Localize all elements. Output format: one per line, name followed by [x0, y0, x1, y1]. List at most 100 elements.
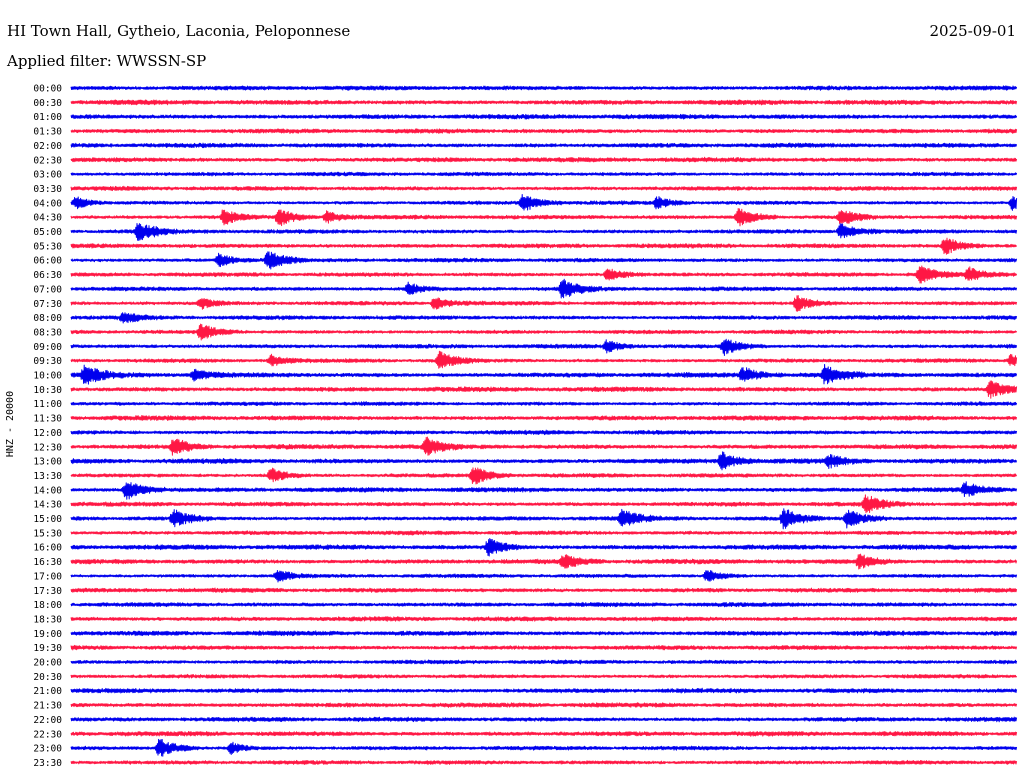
time-tick-label: 08:30 — [33, 327, 62, 338]
trace-line-0000 — [70, 85, 1018, 91]
trace-line-2300 — [70, 738, 1018, 757]
trace-lines — [70, 85, 1018, 766]
station-title: HI Town Hall, Gytheio, Laconia, Peloponn… — [7, 22, 351, 40]
time-tick-label: 15:30 — [33, 528, 62, 539]
trace-line-2130 — [70, 702, 1018, 708]
trace-line-1130 — [70, 415, 1018, 421]
time-tick-label: 23:00 — [33, 744, 62, 755]
time-tick-label: 20:30 — [33, 672, 62, 683]
time-tick-label: 19:30 — [33, 643, 62, 654]
time-tick-label: 23:30 — [33, 758, 62, 769]
trace-line-0730 — [70, 295, 1018, 312]
time-tick-label: 04:30 — [33, 213, 62, 224]
trace-line-2330 — [70, 759, 1018, 766]
time-tick-label: 03:00 — [33, 170, 62, 181]
time-tick-label: 13:00 — [33, 457, 62, 468]
time-tick-label: 18:00 — [33, 600, 62, 611]
time-tick-label: 05:00 — [33, 227, 62, 238]
time-tick-label: 16:30 — [33, 557, 62, 568]
time-tick-label: 06:30 — [33, 270, 62, 281]
trace-line-0130 — [70, 128, 1018, 134]
time-tick-label: 07:00 — [33, 284, 62, 295]
trace-line-0100 — [70, 113, 1018, 120]
time-tick-label: 20:00 — [33, 658, 62, 669]
time-tick-label: 12:00 — [33, 428, 62, 439]
time-tick-label: 18:30 — [33, 614, 62, 625]
trace-line-1030 — [70, 380, 1018, 399]
time-tick-label: 05:30 — [33, 241, 62, 252]
trace-line-1100 — [70, 401, 1018, 407]
trace-line-0300 — [70, 171, 1018, 177]
trace-line-0330 — [70, 185, 1018, 192]
trace-line-2000 — [70, 659, 1018, 665]
time-tick-label: 01:30 — [33, 127, 62, 138]
time-tick-label: 10:30 — [33, 385, 62, 396]
time-tick-label: 22:30 — [33, 729, 62, 740]
trace-line-0530 — [70, 237, 1018, 255]
trace-line-0700 — [70, 278, 1018, 299]
trace-line-1730 — [70, 587, 1018, 594]
filter-prefix: Applied filter: — [7, 52, 112, 70]
time-tick-label: 01:00 — [33, 112, 62, 123]
time-tick-label: 16:00 — [33, 543, 62, 554]
trace-line-0400 — [70, 194, 1018, 211]
time-tick-label: 10:00 — [33, 371, 62, 382]
trace-line-0630 — [70, 265, 1018, 284]
time-tick-label: 14:00 — [33, 485, 62, 496]
time-tick-label: 21:30 — [33, 701, 62, 712]
time-tick-label: 11:00 — [33, 399, 62, 410]
trace-line-1830 — [70, 616, 1018, 622]
trace-line-1300 — [70, 451, 1018, 471]
trace-line-1430 — [70, 494, 1018, 514]
trace-line-2100 — [70, 687, 1018, 694]
trace-line-1230 — [70, 436, 1018, 456]
trace-line-2030 — [70, 673, 1018, 679]
trace-line-1600 — [70, 538, 1018, 557]
time-tick-label: 02:00 — [33, 141, 62, 152]
time-tick-label: 07:30 — [33, 299, 62, 310]
filter-name: WWSSN-SP — [116, 52, 207, 70]
time-tick-label: 06:00 — [33, 256, 62, 267]
trace-line-1530 — [70, 530, 1018, 536]
time-tick-label: 09:00 — [33, 342, 62, 353]
time-tick-label: 00:30 — [33, 98, 62, 109]
trace-line-1900 — [70, 630, 1018, 637]
time-tick-label: 17:00 — [33, 571, 62, 582]
time-tick-label: 04:00 — [33, 198, 62, 209]
trace-line-0830 — [70, 323, 1018, 341]
time-tick-label: 14:30 — [33, 500, 62, 511]
time-tick-label: 17:30 — [33, 586, 62, 597]
time-tick-label: 08:00 — [33, 313, 62, 324]
trace-line-1330 — [70, 467, 1018, 485]
time-tick-label: 09:30 — [33, 356, 62, 367]
time-tick-label: 22:00 — [33, 715, 62, 726]
tick-labels: 00:00 00:30 01:00 01:30 02:00 02:30 03:00 03:30… — [33, 84, 62, 769]
time-tick-label: 12:30 — [33, 442, 62, 453]
trace-line-0030 — [70, 99, 1018, 106]
trace-line-1630 — [70, 553, 1018, 570]
trace-line-0500 — [70, 223, 1018, 241]
trace-line-1500 — [70, 508, 1018, 530]
time-tick-label: 13:30 — [33, 471, 62, 482]
time-tick-label: 00:00 — [33, 84, 62, 95]
date-label: 2025-09-01 — [929, 22, 1016, 40]
trace-line-0900 — [70, 338, 1018, 356]
time-tick-label: 03:30 — [33, 184, 62, 195]
trace-line-0430 — [70, 207, 1018, 227]
trace-line-2200 — [70, 716, 1018, 723]
trace-line-1930 — [70, 644, 1018, 651]
trace-line-0200 — [70, 142, 1018, 149]
time-tick-label: 19:00 — [33, 629, 62, 640]
trace-line-1700 — [70, 570, 1018, 583]
trace-line-0800 — [70, 312, 1018, 324]
time-tick-label: 15:00 — [33, 514, 62, 525]
trace-line-0930 — [70, 350, 1018, 369]
trace-line-1800 — [70, 601, 1018, 608]
time-tick-label: 02:30 — [33, 155, 62, 166]
time-tick-label: 21:00 — [33, 686, 62, 697]
trace-line-1000 — [70, 363, 1018, 385]
trace-line-0600 — [70, 251, 1018, 270]
filter-line: Applied filter: WWSSN-SP — [7, 52, 206, 70]
trace-line-1200 — [70, 429, 1018, 436]
